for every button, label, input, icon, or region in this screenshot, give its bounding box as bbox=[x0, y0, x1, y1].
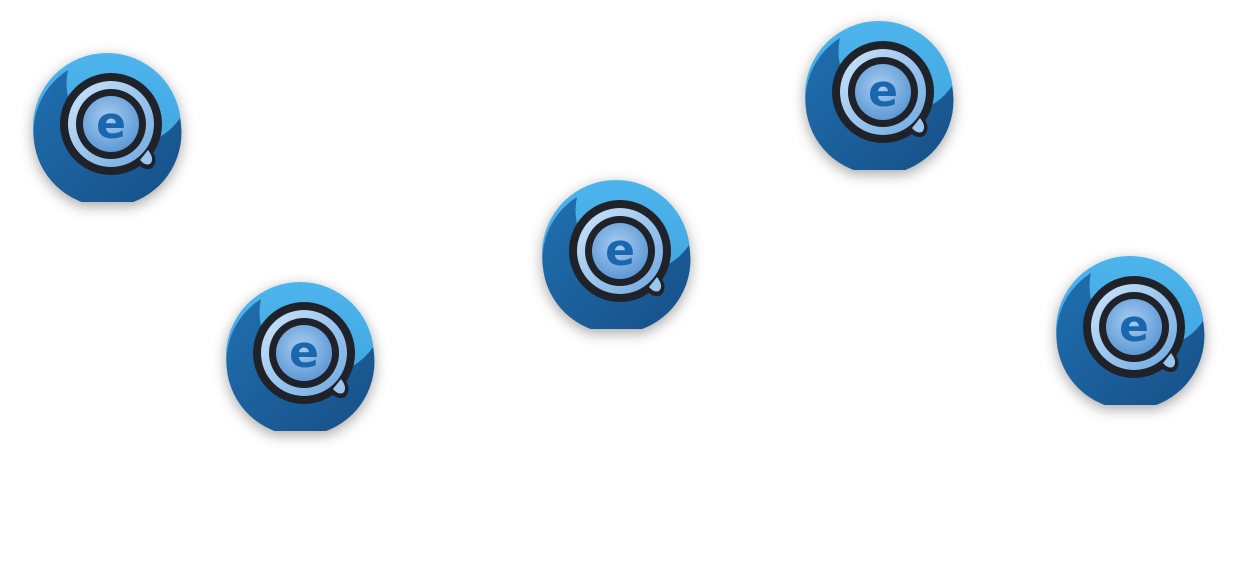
e-circle-badge-icon bbox=[541, 179, 691, 329]
e-circle-badge-icon bbox=[32, 52, 182, 202]
e-circle-badge-icon bbox=[225, 281, 375, 431]
e-circle-badge-icon bbox=[804, 20, 954, 170]
e-circle-badge-icon bbox=[1055, 255, 1205, 405]
